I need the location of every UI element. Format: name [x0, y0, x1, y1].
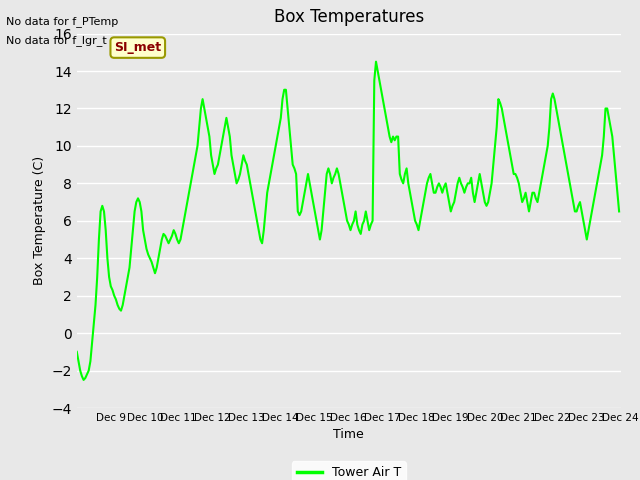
Text: SI_met: SI_met — [114, 41, 161, 54]
Y-axis label: Box Temperature (C): Box Temperature (C) — [33, 156, 46, 286]
Text: No data for f_lgr_t: No data for f_lgr_t — [6, 35, 107, 46]
X-axis label: Time: Time — [333, 429, 364, 442]
Title: Box Temperatures: Box Temperatures — [274, 9, 424, 26]
Legend: Tower Air T: Tower Air T — [292, 461, 406, 480]
Text: No data for f_PTemp: No data for f_PTemp — [6, 16, 118, 27]
